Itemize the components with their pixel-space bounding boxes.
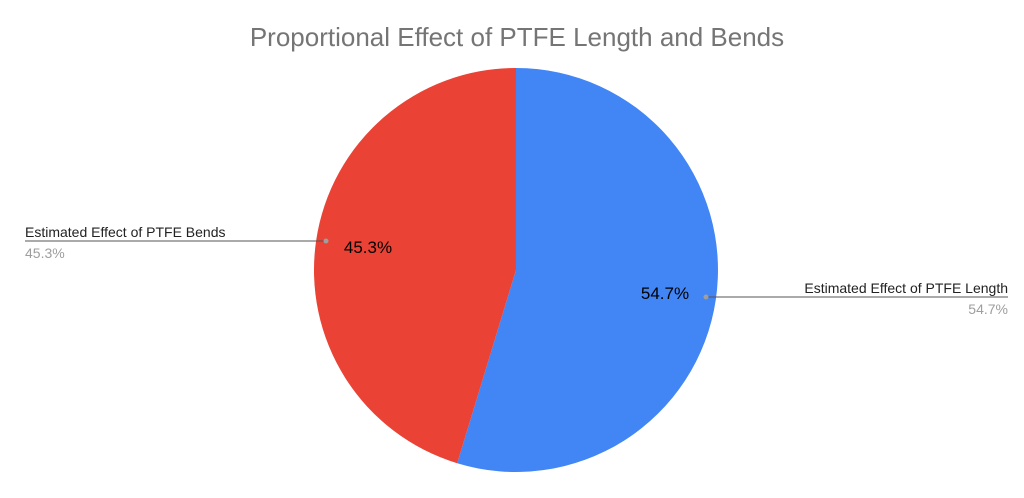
pie-slice-ptfe-bends[interactable] [313, 67, 516, 464]
chart-title: Proportional Effect of PTFE Length and B… [250, 22, 784, 52]
callout-name-ptfe-bends: Estimated Effect of PTFE Bends [25, 224, 226, 240]
callout-dot-ptfe-length [703, 294, 709, 300]
callout-dot-ptfe-bends [323, 238, 329, 244]
callout-percent-ptfe-length: 54.7% [968, 301, 1008, 317]
callout-percent-ptfe-bends: 45.3% [25, 245, 65, 261]
slice-label-ptfe-bends: 45.3% [344, 238, 392, 257]
pie-slice-ptfe-length[interactable] [457, 68, 718, 472]
callout-name-ptfe-length: Estimated Effect of PTFE Length [804, 280, 1008, 296]
slice-label-ptfe-length: 54.7% [641, 284, 689, 303]
